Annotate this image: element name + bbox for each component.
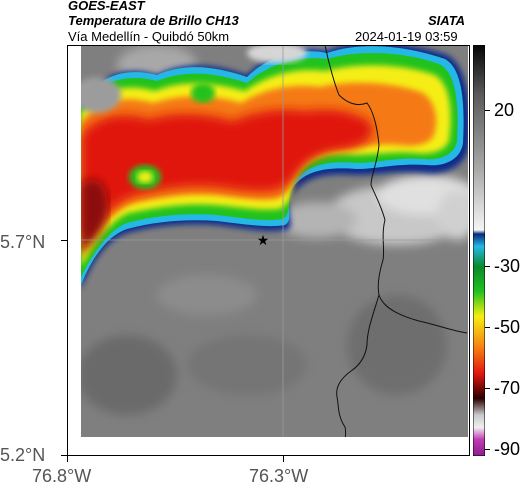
- lat-label-5-7: 5.7°N: [0, 232, 46, 252]
- colorbar: [473, 45, 485, 456]
- lat-tick-2: [61, 455, 67, 456]
- cloud-dark-red: [81, 179, 109, 259]
- colorbar-label-m90: -90: [494, 439, 521, 459]
- satellite-map[interactable]: ★: [67, 45, 470, 456]
- map-frame: [67, 45, 470, 456]
- border-line-2: [336, 294, 380, 437]
- map-canvas: ★: [67, 45, 470, 456]
- cloud-red: [81, 109, 373, 241]
- colorbar-tick-m90: [485, 449, 490, 450]
- colorbar-tick-m30: [485, 266, 490, 267]
- lat-label-5-2: 5.2°N: [0, 445, 46, 465]
- colorbar-tick-m70: [485, 388, 490, 389]
- lon-tick-1: [67, 456, 68, 462]
- colorbar-label-m50: -50: [494, 317, 521, 337]
- colorbar-tick-m50: [485, 327, 490, 328]
- border-line: [324, 45, 468, 334]
- colorbar-label-m30: -30: [494, 256, 521, 276]
- product-title: Temperatura de Brillo CH13: [68, 13, 239, 28]
- colorbar-label-m70: -70: [494, 378, 521, 398]
- lat-tick-1: [61, 240, 67, 241]
- colorbar-label-20: 20: [494, 100, 515, 120]
- lon-label-76-8: 76.8°W: [32, 466, 92, 486]
- timestamp: 2024-01-19 03:59: [355, 29, 458, 44]
- satellite-name: GOES-EAST: [68, 0, 145, 13]
- route-subtitle: Vía Medellín - Quibdó 50km: [68, 29, 230, 44]
- org-name: SIATA: [428, 13, 466, 28]
- lon-label-76-3: 76.3°W: [249, 466, 309, 486]
- cloud-mass: [81, 45, 468, 290]
- colorbar-tick-20: [485, 110, 490, 111]
- lon-tick-2: [283, 456, 284, 462]
- star-marker[interactable]: ★: [257, 233, 270, 249]
- gray-texture: [81, 45, 468, 415]
